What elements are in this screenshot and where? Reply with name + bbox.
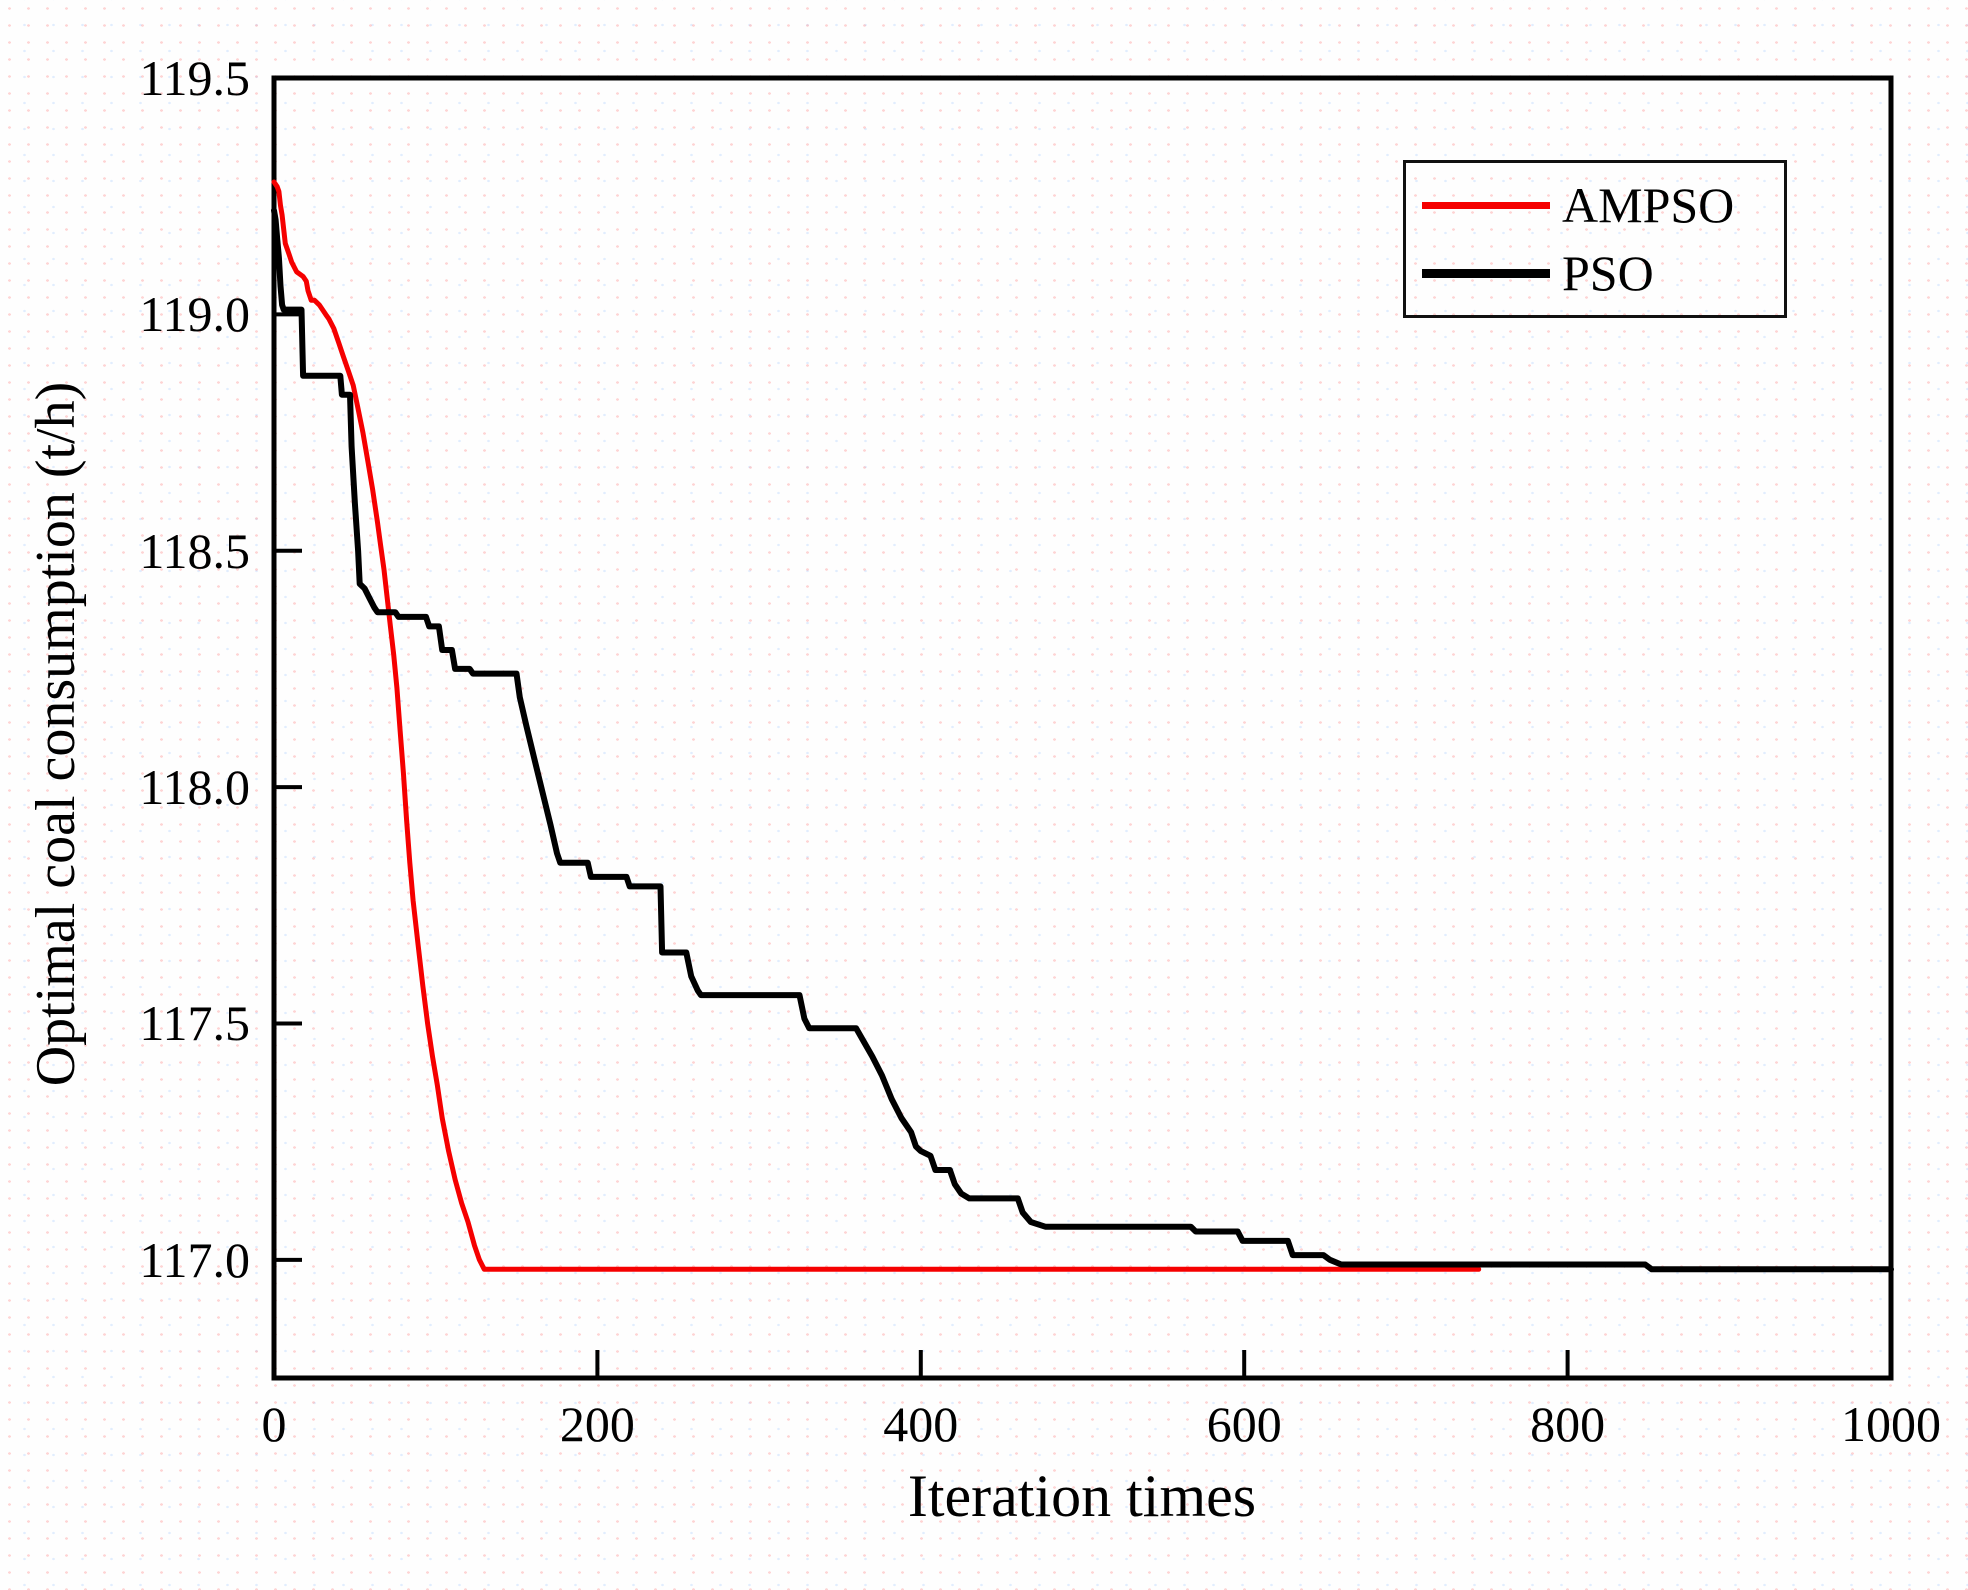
x-tick-label: 600 bbox=[1206, 1396, 1282, 1452]
legend-label-pso: PSO bbox=[1562, 245, 1654, 301]
plot-border bbox=[271, 75, 1894, 1381]
series-line-ampso bbox=[271, 179, 1482, 1272]
legend-item-pso: PSO bbox=[1422, 246, 1784, 300]
y-tick-label: 119.0 bbox=[139, 286, 250, 343]
y-tick-label: 117.0 bbox=[139, 1231, 250, 1288]
legend-label-ampso: AMPSO bbox=[1562, 177, 1735, 233]
y-tick-label: 118.5 bbox=[139, 522, 250, 579]
x-tick-label: 400 bbox=[883, 1396, 959, 1452]
legend-item-ampso: AMPSO bbox=[1422, 178, 1784, 232]
pso-line-swatch bbox=[1422, 268, 1550, 278]
y-tick-label: 118.0 bbox=[139, 759, 250, 816]
y-tick-label: 117.5 bbox=[139, 995, 250, 1052]
legend-box: AMPSO PSO bbox=[1403, 160, 1787, 318]
x-tick-label: 200 bbox=[559, 1396, 635, 1452]
x-tick-label: 1000 bbox=[1841, 1396, 1941, 1452]
y-axis-title: Optimal coal consumption (t/h) bbox=[25, 381, 87, 1087]
series-line-pso bbox=[271, 207, 1894, 1273]
x-axis-title: Iteration times bbox=[907, 1463, 1257, 1529]
x-tick-label: 0 bbox=[261, 1396, 287, 1452]
y-tick-label: 119.5 bbox=[139, 50, 250, 106]
ampso-line-swatch bbox=[1422, 201, 1550, 209]
x-tick-label: 800 bbox=[1530, 1396, 1606, 1452]
